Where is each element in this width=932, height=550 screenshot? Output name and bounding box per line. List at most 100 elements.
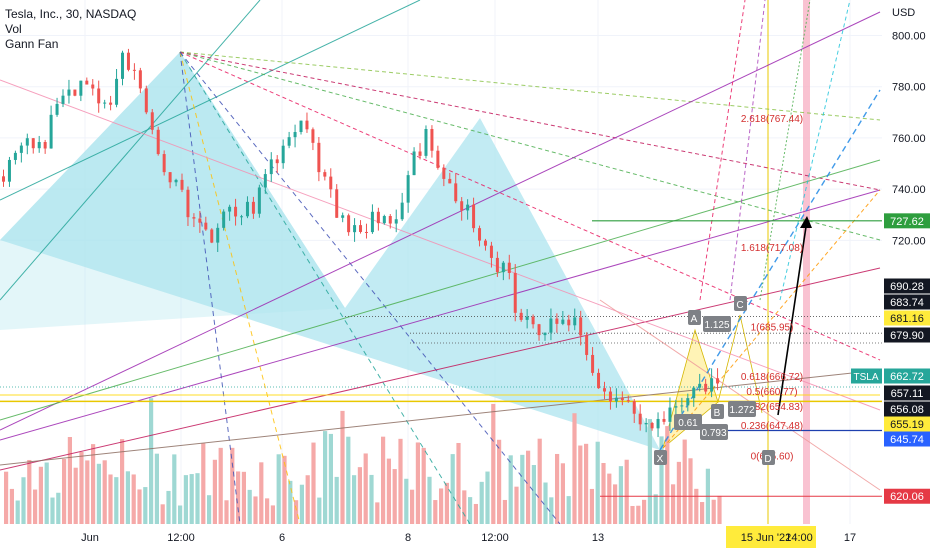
candle-body	[537, 324, 541, 336]
harmonic-point-badge	[734, 296, 747, 311]
price-axis[interactable]: USD 800.00 780.00 760.00 740.00 720.00 727.62 6…	[851, 0, 932, 550]
arrow-head	[800, 216, 812, 228]
volume-bar	[520, 454, 525, 524]
volume-indicator-label[interactable]: Vol	[5, 22, 22, 36]
price-label-text: 681.16	[890, 313, 924, 325]
candle-body	[245, 201, 249, 217]
candle-body	[73, 89, 77, 96]
price-label	[884, 327, 930, 343]
candle-body	[620, 397, 624, 401]
volume-bar	[73, 467, 78, 524]
candle-body	[406, 175, 410, 203]
candle-body	[222, 211, 226, 228]
candle-body	[388, 216, 392, 224]
price-label	[884, 385, 930, 401]
gann-fan-label[interactable]: Gann Fan	[5, 37, 59, 51]
price-label	[884, 431, 930, 447]
volume-bar	[607, 473, 612, 524]
volume-bar	[711, 499, 716, 524]
candle-body	[394, 219, 398, 224]
harmonic-ratio-badge	[728, 401, 756, 417]
candle-body	[412, 151, 416, 176]
price-label	[884, 401, 930, 417]
volume-bar	[694, 488, 699, 524]
price-tick: 800.00	[892, 31, 926, 43]
price-tick: 740.00	[892, 184, 926, 196]
candle-body	[7, 159, 11, 182]
candle-body	[686, 398, 690, 406]
harmonic-point-label: B	[714, 408, 721, 419]
candle-body	[638, 413, 642, 425]
candle-body	[364, 231, 368, 233]
time-tick: Jun	[81, 532, 99, 544]
volume-bar	[317, 497, 322, 524]
candle-body	[436, 150, 440, 168]
candle-body	[109, 102, 113, 105]
candle-body	[353, 225, 357, 233]
volume-bar	[433, 500, 438, 524]
volume-bar	[688, 458, 693, 524]
price-label	[884, 278, 930, 294]
volume-bar	[56, 492, 61, 524]
fib-label: 1(685.95)	[751, 323, 794, 334]
volume-bar	[38, 466, 43, 524]
volume-bar	[502, 499, 507, 524]
candle-body	[168, 172, 172, 183]
candle-body	[31, 138, 35, 149]
candle-body	[144, 88, 148, 113]
harmonic-point-badge	[711, 404, 724, 419]
volume-bar	[67, 437, 72, 524]
candle-body	[299, 120, 303, 133]
fib-label: 1.618(717.08)	[741, 243, 803, 254]
candle-body	[19, 145, 23, 153]
candle-body	[644, 422, 648, 425]
volume-bar	[154, 453, 159, 524]
price-label	[884, 488, 930, 504]
volume-bar	[543, 482, 548, 524]
volume-bar	[584, 443, 589, 524]
trend-line	[0, 159, 881, 421]
harmonic-point-badge	[762, 450, 775, 465]
volume-bar	[473, 503, 478, 524]
axis-unit: USD	[892, 7, 915, 19]
volume-bar	[149, 398, 154, 524]
candle-body	[126, 52, 130, 70]
volume-bar	[340, 410, 345, 524]
candle-body	[460, 201, 464, 211]
volume-bar	[352, 475, 357, 524]
volume-bar	[456, 442, 461, 524]
pattern-fill	[0, 52, 345, 330]
trend-line	[599, 299, 881, 491]
time-tick: 8	[405, 532, 411, 544]
volume-bar	[526, 450, 531, 524]
fib-label: 0.382(654.83)	[741, 402, 803, 413]
candle-body	[2, 176, 5, 182]
volume-bar	[717, 495, 722, 524]
price-label-text: 683.74	[890, 297, 924, 309]
volume-bar	[537, 438, 542, 524]
volume-bar	[555, 453, 560, 524]
volume-bar	[682, 439, 687, 524]
candle-body	[305, 120, 309, 130]
candle-body	[37, 142, 41, 149]
harmonic-ratio-label: 0.793	[701, 428, 726, 439]
candle-body	[507, 262, 511, 273]
trend-line	[0, 79, 881, 411]
candle-body	[329, 176, 333, 190]
volume-bar	[381, 436, 386, 524]
volume-bar	[96, 463, 101, 524]
candle-body	[382, 216, 386, 224]
volume-bar	[294, 500, 299, 524]
candle-body	[376, 211, 380, 224]
date-highlight-bg	[726, 526, 816, 548]
volume-bar	[363, 453, 368, 524]
harmonic-point-badge	[688, 310, 701, 325]
candle-body	[614, 397, 618, 402]
volume-bar	[178, 505, 183, 524]
volume-bar	[125, 471, 130, 524]
volume-bar	[560, 463, 565, 524]
annotations: 2.618(767.44) 1.618(717.08) 1(685.95) 0.618…	[654, 114, 812, 465]
fib-label: 0.618(666.72)	[741, 372, 803, 383]
